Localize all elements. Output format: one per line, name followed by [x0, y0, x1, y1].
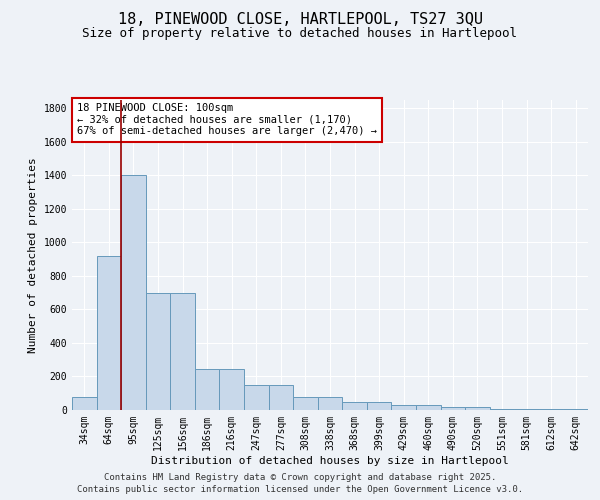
Bar	[244, 385, 269, 410]
Bar	[391, 405, 416, 410]
Bar	[440, 406, 465, 410]
Bar	[97, 256, 121, 410]
X-axis label: Distribution of detached houses by size in Hartlepool: Distribution of detached houses by size …	[151, 456, 509, 466]
Bar	[146, 292, 170, 410]
Bar	[121, 176, 146, 410]
Bar	[195, 369, 220, 410]
Text: Size of property relative to detached houses in Hartlepool: Size of property relative to detached ho…	[83, 28, 517, 40]
Bar	[490, 408, 514, 410]
Bar	[465, 406, 490, 410]
Y-axis label: Number of detached properties: Number of detached properties	[28, 157, 38, 353]
Bar	[269, 385, 293, 410]
Bar	[342, 402, 367, 410]
Text: 18 PINEWOOD CLOSE: 100sqm
← 32% of detached houses are smaller (1,170)
67% of se: 18 PINEWOOD CLOSE: 100sqm ← 32% of detac…	[77, 103, 377, 136]
Bar	[293, 396, 318, 410]
Bar	[514, 408, 539, 410]
Text: Contains HM Land Registry data © Crown copyright and database right 2025.: Contains HM Land Registry data © Crown c…	[104, 472, 496, 482]
Bar	[170, 292, 195, 410]
Text: Contains public sector information licensed under the Open Government Licence v3: Contains public sector information licen…	[77, 485, 523, 494]
Bar	[72, 396, 97, 410]
Bar	[318, 396, 342, 410]
Bar	[416, 405, 440, 410]
Text: 18, PINEWOOD CLOSE, HARTLEPOOL, TS27 3QU: 18, PINEWOOD CLOSE, HARTLEPOOL, TS27 3QU	[118, 12, 482, 28]
Bar	[367, 402, 391, 410]
Bar	[220, 369, 244, 410]
